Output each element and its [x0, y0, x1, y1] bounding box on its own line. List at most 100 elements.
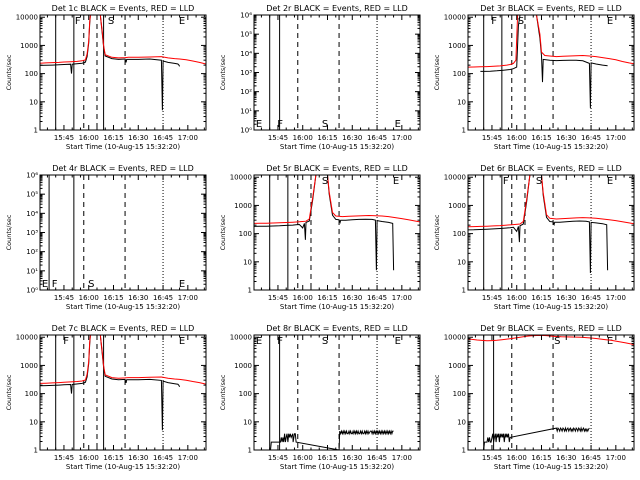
marker-label: F — [277, 119, 283, 130]
y-tick-label: 1000 — [234, 202, 252, 210]
x-tick-label: 16:45 — [153, 294, 173, 302]
marker-label: S — [554, 336, 560, 347]
x-tick-label: 15:45 — [482, 134, 502, 142]
marker-label: F — [503, 176, 509, 187]
y-tick-label: 10000 — [230, 334, 252, 342]
x-axis-label: Start Time (10-Aug-15 15:32:20) — [280, 143, 394, 151]
y-axis-label: Counts/sec — [433, 214, 441, 250]
x-axis-label: Start Time (10-Aug-15 15:32:20) — [494, 303, 608, 311]
x-tick-label: 17:00 — [178, 134, 198, 142]
x-tick-label: 16:30 — [342, 454, 362, 462]
y-axis-label: Counts/sec — [219, 214, 227, 250]
x-tick-label: 17:00 — [178, 454, 198, 462]
y-axis-label: Counts/sec — [219, 54, 227, 90]
marker-label: E — [256, 336, 262, 347]
x-tick-label: 17:00 — [606, 134, 626, 142]
plot-frame — [39, 174, 207, 291]
panel-title: Det 5r BLACK = Events, RED = LLD — [266, 164, 408, 173]
y-tick-label: 10 — [243, 418, 252, 426]
x-tick-label: 16:00 — [507, 134, 527, 142]
y-tick-label: 1 — [34, 447, 38, 455]
marker-label: E — [395, 119, 401, 130]
x-tick-label: 16:30 — [342, 134, 362, 142]
panel-det-9: Det 9r BLACK = Events, RED = LLD S E 1 10 100… — [433, 324, 635, 471]
y-tick-label: 10⁵ — [26, 191, 38, 199]
marker-label: E — [179, 279, 185, 290]
x-tick-label: 16:45 — [367, 294, 387, 302]
plot-frame — [467, 174, 635, 291]
y-tick-label: 10⁵ — [240, 31, 252, 39]
marker-label: S — [88, 279, 94, 290]
x-tick-label: 16:30 — [556, 294, 576, 302]
x-tick-label: 15:45 — [268, 294, 288, 302]
y-tick-label: 100 — [25, 390, 38, 398]
y-tick-label: 10 — [243, 258, 252, 266]
lld-series-line — [468, 175, 634, 228]
x-axis-label: Start Time (10-Aug-15 15:32:20) — [494, 463, 608, 471]
marker-label: F — [277, 336, 283, 347]
marker-label: E — [179, 336, 185, 347]
y-tick-label: 10¹ — [26, 267, 38, 275]
marker-label: S — [322, 176, 328, 187]
y-tick-label: 100 — [239, 230, 252, 238]
panel-det-1: Det 1c BLACK = Events, RED = LLD F S E 1 10 10… — [5, 4, 207, 151]
y-tick-label: 1 — [462, 287, 466, 295]
panel-det-8: Det 8r BLACK = Events, RED = LLD E F S E 1 10 1… — [219, 324, 421, 471]
panel-title: Det 4r BLACK = Events, RED = LLD — [52, 164, 194, 173]
x-tick-label: 16:15 — [103, 294, 123, 302]
x-tick-label: 16:45 — [367, 134, 387, 142]
x-tick-label: 16:45 — [367, 454, 387, 462]
marker-label: F — [75, 16, 81, 27]
x-tick-label: 16:00 — [293, 454, 313, 462]
y-tick-label: 1 — [34, 127, 38, 135]
panel-title: Det 2r BLACK = Events, RED = LLD — [266, 4, 408, 13]
y-tick-label: 10² — [26, 248, 38, 256]
y-tick-label: 10000 — [444, 14, 466, 22]
x-axis-label: Start Time (10-Aug-15 15:32:20) — [494, 143, 608, 151]
marker-label: F — [63, 336, 69, 347]
x-tick-label: 16:15 — [317, 454, 337, 462]
y-tick-label: 10000 — [444, 174, 466, 182]
y-tick-label: 10³ — [26, 229, 38, 237]
x-tick-label: 16:00 — [293, 294, 313, 302]
x-tick-label: 16:15 — [317, 294, 337, 302]
marker-label: S — [108, 16, 114, 27]
x-tick-label: 15:45 — [482, 454, 502, 462]
plot-frame — [467, 14, 635, 131]
y-axis-label: Counts/sec — [219, 374, 227, 410]
plot-frame — [39, 334, 207, 451]
marker-label: S — [518, 16, 524, 27]
y-tick-label: 10000 — [16, 14, 38, 22]
lld-series-line — [468, 15, 634, 68]
x-axis-label: Start Time (10-Aug-15 15:32:20) — [280, 303, 394, 311]
lld-series-line — [468, 335, 634, 346]
x-tick-label: 17:00 — [178, 294, 198, 302]
marker-label: S — [322, 336, 328, 347]
panel-det-6: Det 6r BLACK = Events, RED = LLD F S E 1 10 10… — [433, 164, 635, 311]
marker-label: E — [256, 119, 262, 130]
x-tick-label: 16:00 — [79, 294, 99, 302]
x-axis-label: Start Time (10-Aug-15 15:32:20) — [280, 463, 394, 471]
events-series-line — [483, 426, 590, 450]
x-tick-label: 16:15 — [103, 454, 123, 462]
y-axis-label: Counts/sec — [5, 374, 13, 410]
y-axis-label: Counts/sec — [5, 214, 13, 250]
y-tick-label: 1 — [462, 127, 466, 135]
x-tick-label: 16:30 — [128, 134, 148, 142]
y-tick-label: 10000 — [16, 334, 38, 342]
y-tick-label: 10⁶ — [240, 12, 252, 20]
y-tick-label: 100 — [453, 390, 466, 398]
x-tick-label: 16:30 — [128, 294, 148, 302]
events-series-line — [269, 429, 394, 450]
x-tick-label: 16:00 — [507, 294, 527, 302]
x-tick-label: 16:30 — [342, 294, 362, 302]
y-tick-label: 100 — [453, 230, 466, 238]
x-tick-label: 15:45 — [54, 294, 74, 302]
x-tick-label: 16:00 — [293, 134, 313, 142]
y-axis-label: Counts/sec — [5, 54, 13, 90]
x-tick-label: 16:45 — [581, 454, 601, 462]
panel-title: Det 6r BLACK = Events, RED = LLD — [480, 164, 622, 173]
y-tick-label: 1000 — [20, 42, 38, 50]
